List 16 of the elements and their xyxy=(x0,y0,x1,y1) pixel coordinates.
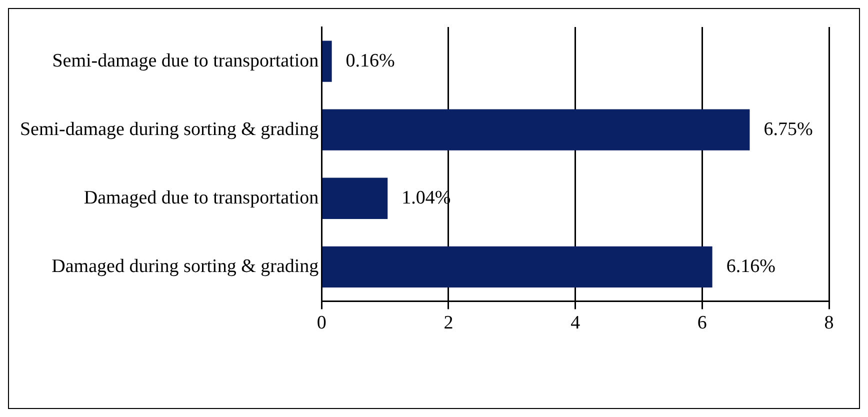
x-tick-label: 4 xyxy=(570,312,581,334)
data-label: 0.16% xyxy=(346,50,396,72)
y-tick-label: Semi-damage during sorting & grading xyxy=(20,118,320,140)
bar xyxy=(322,246,712,288)
data-label: 6.75% xyxy=(764,118,813,140)
x-tick-label: 8 xyxy=(824,312,834,334)
x-tick-label: 2 xyxy=(444,312,454,334)
bar xyxy=(322,40,332,82)
x-tick-label: 0 xyxy=(316,312,326,334)
bar xyxy=(322,109,750,150)
bar xyxy=(322,178,388,219)
y-tick-label: Damaged during sorting & grading xyxy=(52,256,320,277)
y-tick-label: Semi-damage due to transportation xyxy=(52,50,320,72)
y-tick-label: Damaged due to transportation xyxy=(84,187,320,208)
data-label: 6.16% xyxy=(726,256,776,277)
x-tick-label: 6 xyxy=(697,312,707,334)
